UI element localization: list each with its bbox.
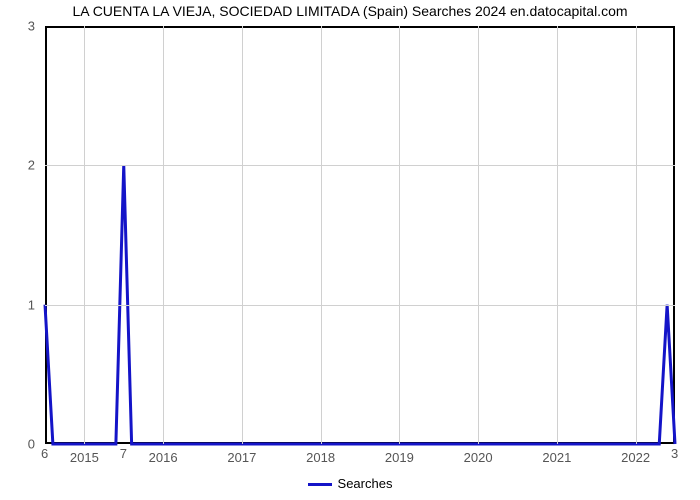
x-tick-label: 2016 bbox=[149, 444, 178, 465]
legend-swatch bbox=[308, 483, 332, 486]
legend: Searches bbox=[0, 476, 700, 491]
chart-title: LA CUENTA LA VIEJA, SOCIEDAD LIMITADA (S… bbox=[0, 3, 700, 19]
y-tick-label: 1 bbox=[28, 297, 45, 312]
axis-extra-label: 3 bbox=[671, 446, 678, 461]
line-series bbox=[45, 26, 675, 444]
y-tick-label: 2 bbox=[28, 158, 45, 173]
x-tick-label: 2019 bbox=[385, 444, 414, 465]
gridline-v bbox=[399, 26, 400, 444]
axis-extra-label: 7 bbox=[120, 446, 127, 461]
x-tick-label: 2017 bbox=[227, 444, 256, 465]
gridline-v bbox=[557, 26, 558, 444]
plot-area: 012320152016201720182019202020212022 bbox=[45, 26, 675, 444]
x-tick-label: 2018 bbox=[306, 444, 335, 465]
x-tick-label: 2015 bbox=[70, 444, 99, 465]
axis-extra-label: 6 bbox=[41, 446, 48, 461]
gridline-h bbox=[45, 305, 675, 306]
gridline-h bbox=[45, 165, 675, 166]
legend-label: Searches bbox=[338, 476, 393, 491]
gridline-v bbox=[321, 26, 322, 444]
x-tick-label: 2020 bbox=[464, 444, 493, 465]
x-tick-label: 2021 bbox=[542, 444, 571, 465]
y-tick-label: 3 bbox=[28, 19, 45, 34]
gridline-v bbox=[478, 26, 479, 444]
gridline-v bbox=[636, 26, 637, 444]
x-tick-label: 2022 bbox=[621, 444, 650, 465]
gridline-v bbox=[163, 26, 164, 444]
gridline-v bbox=[84, 26, 85, 444]
gridline-v bbox=[242, 26, 243, 444]
